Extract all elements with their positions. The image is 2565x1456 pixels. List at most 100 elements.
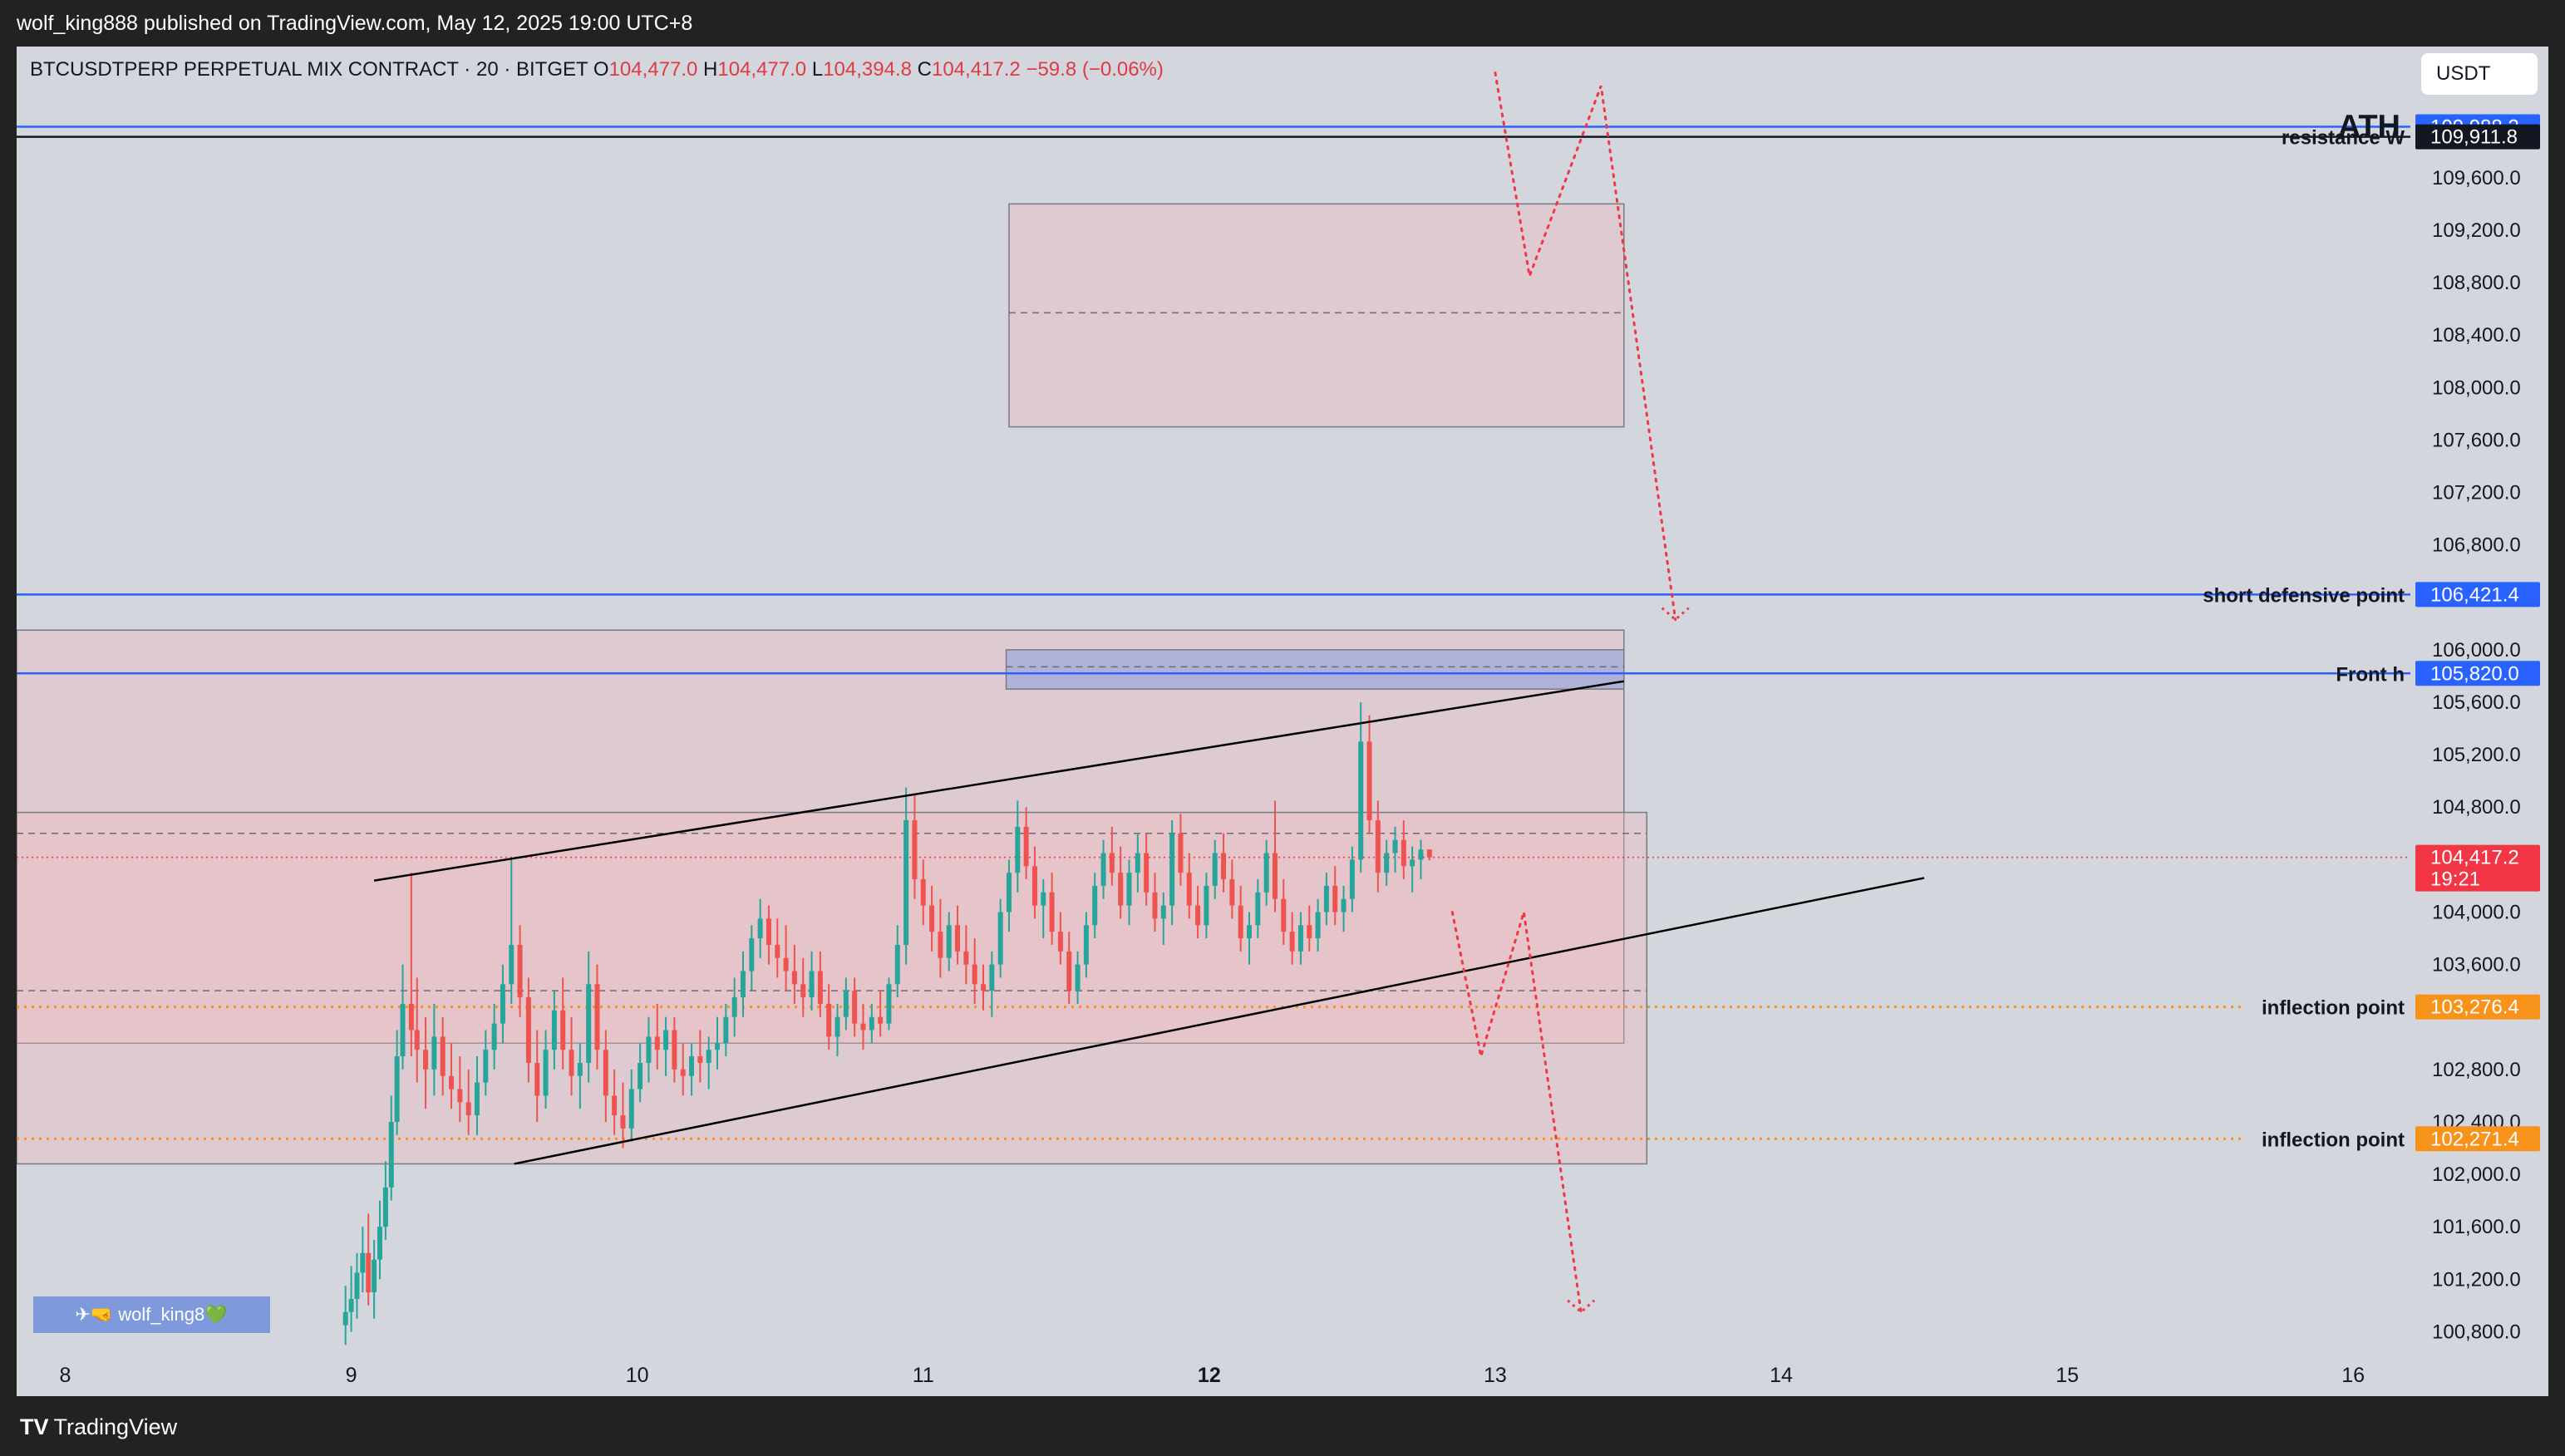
candle-body-27[interactable] bbox=[543, 1050, 549, 1096]
candle-body-101[interactable] bbox=[1178, 833, 1184, 873]
candle-body-94[interactable] bbox=[1118, 873, 1124, 906]
candle-body-14[interactable] bbox=[431, 1036, 437, 1070]
candle-body-0[interactable] bbox=[342, 1311, 348, 1326]
candle-body-47[interactable] bbox=[715, 1043, 721, 1050]
candle-body-79[interactable] bbox=[989, 964, 995, 991]
candle-body-69[interactable] bbox=[903, 820, 909, 945]
candle-body-37[interactable] bbox=[628, 1089, 634, 1129]
candle-body-57[interactable] bbox=[800, 984, 806, 998]
candle-body-63[interactable] bbox=[852, 991, 858, 1024]
candle-body-56[interactable] bbox=[791, 971, 797, 985]
candle-body-10[interactable] bbox=[400, 1003, 406, 1057]
candle-body-12[interactable] bbox=[414, 1030, 420, 1050]
candle-body-40[interactable] bbox=[654, 1036, 660, 1050]
candle-body-48[interactable] bbox=[723, 1016, 729, 1044]
candle-body-126[interactable] bbox=[1392, 839, 1398, 853]
candle-body-68[interactable] bbox=[894, 944, 900, 985]
candle-body-46[interactable] bbox=[706, 1050, 711, 1063]
candle-body-95[interactable] bbox=[1126, 873, 1132, 906]
candle-body-26[interactable] bbox=[534, 1062, 540, 1096]
candle-body-49[interactable] bbox=[731, 997, 737, 1017]
candle-body-93[interactable] bbox=[1109, 853, 1115, 873]
candle-body-33[interactable] bbox=[594, 984, 600, 1050]
candle-body-22[interactable] bbox=[500, 984, 505, 1024]
candle-body-59[interactable] bbox=[817, 971, 823, 1004]
candle-body-42[interactable] bbox=[672, 1030, 677, 1070]
candle-body-50[interactable] bbox=[740, 971, 746, 998]
candle-body-98[interactable] bbox=[1152, 892, 1158, 919]
candle-body-73[interactable] bbox=[938, 932, 943, 958]
candle-body-3[interactable] bbox=[360, 1252, 366, 1273]
candle-body-87[interactable] bbox=[1057, 932, 1063, 952]
zone-rect-3[interactable] bbox=[1005, 649, 1625, 690]
candle-body-107[interactable] bbox=[1229, 879, 1235, 906]
candle-body-19[interactable] bbox=[474, 1082, 480, 1116]
candle-body-20[interactable] bbox=[483, 1050, 489, 1083]
candle-body-8[interactable] bbox=[388, 1121, 394, 1188]
candle-body-84[interactable] bbox=[1031, 866, 1037, 906]
candle-body-23[interactable] bbox=[509, 944, 514, 985]
candle-body-82[interactable] bbox=[1015, 826, 1021, 873]
candle-body-105[interactable] bbox=[1212, 853, 1218, 886]
candle-body-43[interactable] bbox=[680, 1069, 686, 1076]
candle-body-25[interactable] bbox=[525, 997, 531, 1063]
chart-area[interactable] bbox=[17, 47, 2548, 1396]
candle-body-6[interactable] bbox=[377, 1227, 382, 1260]
candle-body-97[interactable] bbox=[1144, 853, 1150, 893]
candle-body-80[interactable] bbox=[997, 912, 1003, 965]
candle-body-62[interactable] bbox=[843, 991, 849, 1017]
candle-body-7[interactable] bbox=[382, 1187, 388, 1227]
candle-body-104[interactable] bbox=[1204, 885, 1209, 926]
projection-path-0[interactable] bbox=[1494, 71, 1677, 622]
candle-body-76[interactable] bbox=[963, 951, 969, 965]
candle-body-17[interactable] bbox=[457, 1089, 463, 1103]
candle-body-72[interactable] bbox=[929, 905, 935, 932]
candle-body-127[interactable] bbox=[1401, 839, 1406, 867]
candle-body-123[interactable] bbox=[1366, 741, 1372, 821]
candle-body-2[interactable] bbox=[354, 1272, 360, 1299]
candle-body-1[interactable] bbox=[348, 1298, 354, 1312]
zone-rect-2[interactable] bbox=[17, 811, 1648, 1165]
candle-body-28[interactable] bbox=[551, 1010, 557, 1050]
candle-body-11[interactable] bbox=[408, 1003, 414, 1031]
candle-body-119[interactable] bbox=[1332, 885, 1338, 912]
candle-body-60[interactable] bbox=[826, 1003, 832, 1037]
candle-body-125[interactable] bbox=[1384, 853, 1390, 873]
candle-body-109[interactable] bbox=[1247, 925, 1253, 939]
candle-body-129[interactable] bbox=[1418, 849, 1424, 860]
candle-body-89[interactable] bbox=[1075, 964, 1081, 991]
projection-path-1[interactable] bbox=[1450, 910, 1583, 1314]
candle-body-30[interactable] bbox=[569, 1050, 574, 1076]
candle-body-31[interactable] bbox=[577, 1062, 583, 1076]
candle-body-36[interactable] bbox=[620, 1115, 626, 1129]
candle-body-61[interactable] bbox=[834, 1016, 840, 1037]
trendline-1[interactable] bbox=[514, 877, 1925, 1165]
candle-body-114[interactable] bbox=[1289, 932, 1295, 952]
candle-body-91[interactable] bbox=[1092, 885, 1098, 926]
candle-body-124[interactable] bbox=[1375, 820, 1381, 873]
candle-body-54[interactable] bbox=[775, 944, 780, 958]
candle-body-32[interactable] bbox=[586, 984, 592, 1063]
candle-body-45[interactable] bbox=[697, 1056, 703, 1063]
candle-body-112[interactable] bbox=[1272, 853, 1278, 899]
candle-body-9[interactable] bbox=[394, 1056, 400, 1122]
tradingview-logo[interactable]: TV TradingView bbox=[20, 1414, 177, 1440]
candle-body-66[interactable] bbox=[878, 1016, 884, 1024]
candle-body-53[interactable] bbox=[766, 918, 771, 945]
candle-body-99[interactable] bbox=[1160, 905, 1166, 919]
candle-body-77[interactable] bbox=[972, 964, 977, 985]
candle-body-71[interactable] bbox=[920, 879, 926, 906]
candle-body-64[interactable] bbox=[860, 1023, 866, 1031]
candle-body-83[interactable] bbox=[1023, 826, 1029, 867]
candle-body-67[interactable] bbox=[886, 984, 892, 1024]
candle-body-115[interactable] bbox=[1297, 925, 1303, 952]
candle-body-35[interactable] bbox=[612, 1095, 618, 1116]
candle-body-58[interactable] bbox=[809, 971, 815, 998]
candle-body-128[interactable] bbox=[1410, 859, 1415, 867]
candle-body-21[interactable] bbox=[491, 1023, 497, 1050]
candle-body-110[interactable] bbox=[1255, 892, 1261, 926]
candle-body-55[interactable] bbox=[783, 957, 789, 971]
candle-body-44[interactable] bbox=[689, 1056, 695, 1076]
symbol-name[interactable]: BTCUSDTPERP PERPETUAL MIX CONTRACT · 20 … bbox=[30, 58, 588, 81]
